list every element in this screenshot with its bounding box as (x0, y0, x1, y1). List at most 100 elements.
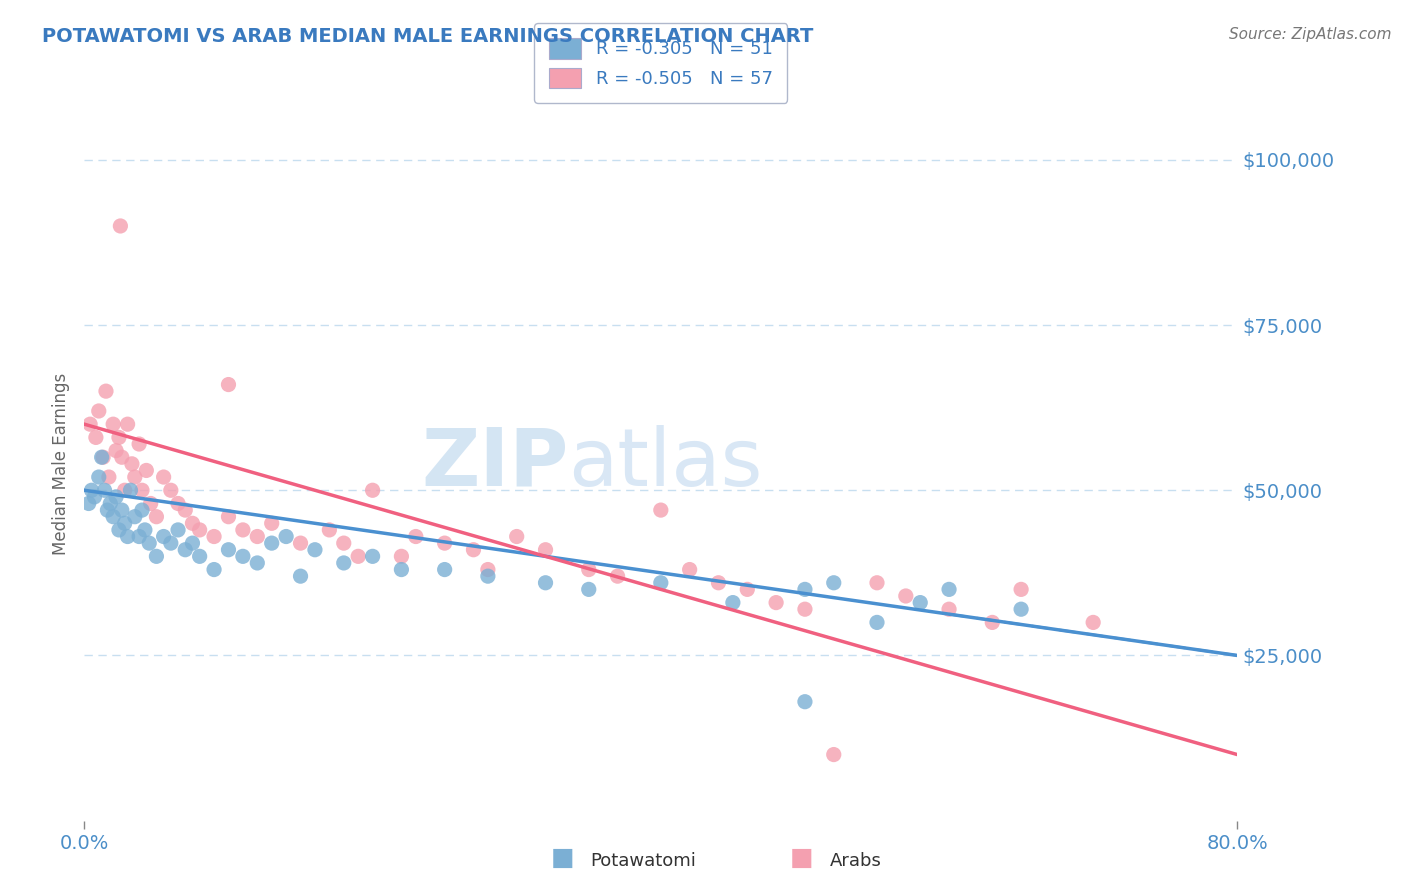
Point (128, 437, 150, 451)
Point (477, 569, 499, 583)
Point (433, 536, 456, 550)
Point (181, 536, 204, 550)
Point (534, 575, 557, 590)
Text: Potawatomi: Potawatomi (591, 852, 696, 870)
Point (120, 483, 142, 498)
Point (981, 615, 1004, 630)
Point (534, 542, 557, 557)
Point (145, 549, 167, 564)
Point (391, 549, 413, 564)
Point (721, 596, 744, 610)
Point (138, 536, 160, 550)
Point (97, 470, 120, 484)
Text: atlas: atlas (568, 425, 763, 503)
Point (347, 549, 370, 564)
Point (333, 556, 356, 570)
Point (361, 483, 384, 498)
Point (87, 404, 110, 418)
Point (134, 523, 156, 537)
Point (103, 509, 124, 524)
Point (93, 483, 115, 498)
Legend: R = -0.305   N = 51, R = -0.505   N = 57: R = -0.305 N = 51, R = -0.505 N = 57 (534, 23, 787, 103)
Point (938, 602, 960, 616)
Point (823, 747, 845, 762)
Text: ■: ■ (551, 846, 574, 870)
Point (135, 463, 157, 477)
Point (391, 563, 413, 577)
Point (1083, 615, 1105, 630)
Point (83, 490, 105, 504)
Point (737, 582, 759, 597)
Point (866, 575, 889, 590)
Point (218, 542, 240, 557)
Point (174, 542, 197, 557)
Point (260, 536, 283, 550)
Point (131, 483, 153, 498)
Point (110, 219, 132, 233)
Point (1010, 582, 1032, 597)
Point (202, 563, 225, 577)
Point (290, 569, 312, 583)
Point (318, 523, 340, 537)
Point (606, 569, 628, 583)
Point (90, 450, 112, 465)
Point (938, 582, 960, 597)
Point (145, 509, 167, 524)
Point (910, 596, 932, 610)
Point (246, 556, 269, 570)
Point (188, 549, 211, 564)
Point (87, 470, 110, 484)
Point (765, 596, 787, 610)
Point (202, 529, 225, 543)
Point (276, 529, 298, 543)
Point (463, 542, 485, 557)
Point (433, 563, 456, 577)
Point (650, 575, 672, 590)
Point (124, 509, 146, 524)
Point (167, 523, 190, 537)
Point (79, 417, 101, 432)
Point (218, 509, 240, 524)
Point (94, 384, 117, 399)
Point (77, 496, 100, 510)
Point (124, 470, 146, 484)
Point (290, 536, 312, 550)
Point (111, 503, 134, 517)
Point (84, 430, 107, 444)
Point (152, 470, 174, 484)
Point (260, 516, 283, 531)
Point (160, 483, 183, 498)
Point (650, 503, 672, 517)
Point (108, 430, 131, 444)
Point (679, 563, 702, 577)
Point (794, 602, 817, 616)
Point (361, 549, 384, 564)
Point (114, 483, 136, 498)
Point (477, 563, 499, 577)
Point (131, 503, 153, 517)
Point (246, 529, 269, 543)
Point (232, 523, 254, 537)
Point (866, 615, 889, 630)
Point (117, 529, 139, 543)
Text: POTAWATOMI VS ARAB MEDIAN MALE EARNINGS CORRELATION CHART: POTAWATOMI VS ARAB MEDIAN MALE EARNINGS … (42, 27, 814, 45)
Text: Arabs: Arabs (830, 852, 882, 870)
Point (117, 417, 139, 432)
Y-axis label: Median Male Earnings: Median Male Earnings (52, 373, 70, 555)
Point (181, 516, 204, 531)
Point (707, 575, 730, 590)
Point (105, 443, 128, 458)
Point (121, 457, 143, 471)
Point (578, 563, 600, 577)
Point (91, 450, 114, 465)
Point (105, 490, 128, 504)
Point (114, 516, 136, 531)
Point (174, 503, 197, 517)
Point (108, 523, 131, 537)
Point (139, 496, 162, 510)
Point (304, 542, 326, 557)
Point (160, 536, 183, 550)
Point (333, 536, 356, 550)
Text: Source: ZipAtlas.com: Source: ZipAtlas.com (1229, 27, 1392, 42)
Point (103, 417, 124, 432)
